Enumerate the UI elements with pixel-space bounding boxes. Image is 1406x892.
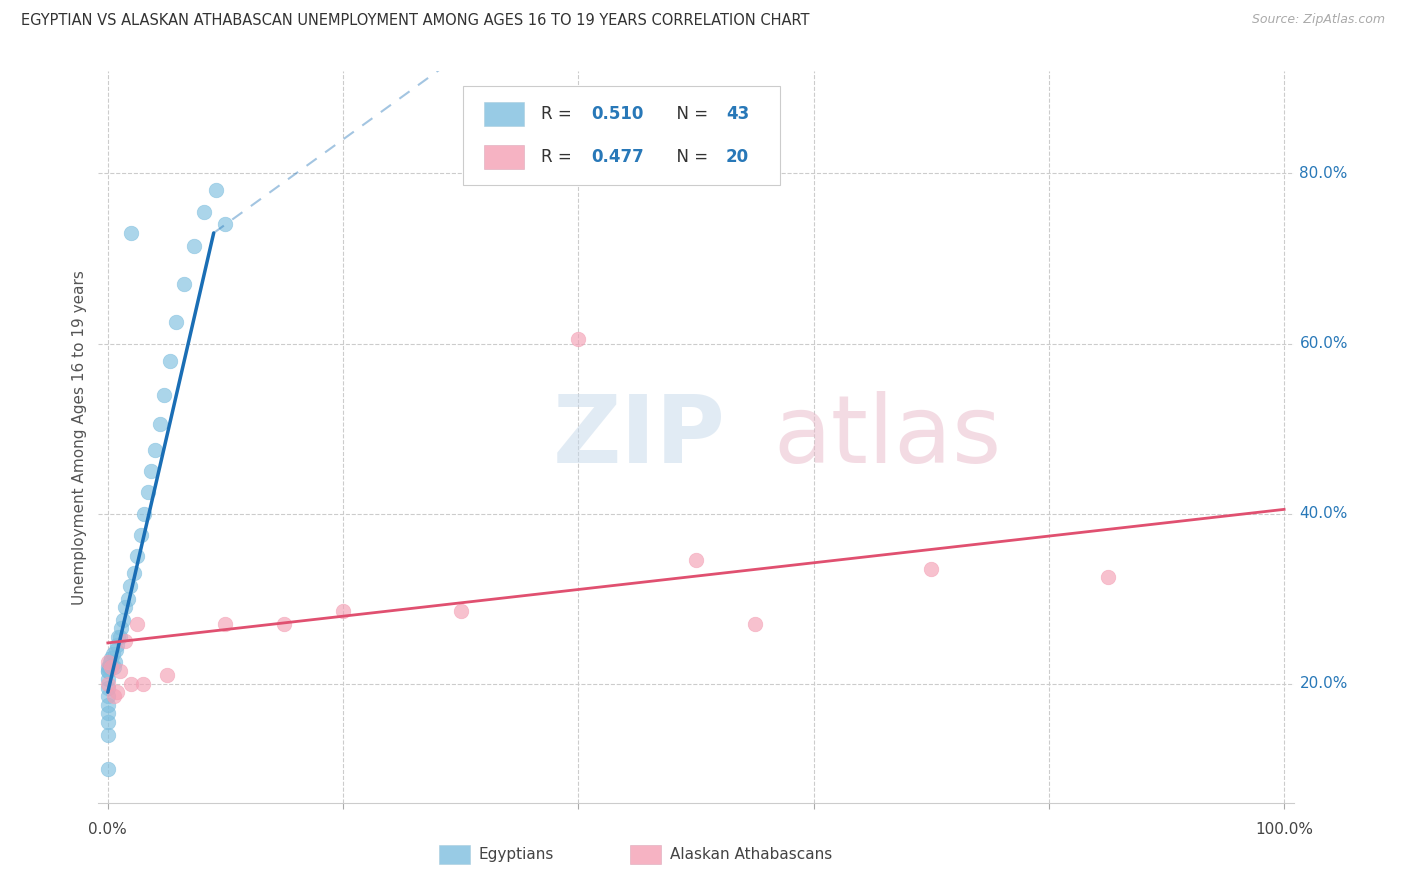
- Point: [101, 647, 124, 661]
- Point: [205, 183, 228, 197]
- Point: [567, 332, 589, 346]
- Point: [104, 656, 127, 670]
- FancyBboxPatch shape: [485, 102, 524, 126]
- Text: N =: N =: [666, 104, 713, 123]
- Point: [136, 485, 159, 500]
- Text: 0.0%: 0.0%: [89, 822, 127, 837]
- Point: [97, 659, 120, 673]
- Point: [120, 579, 142, 593]
- Y-axis label: Unemployment Among Ages 16 to 19 years: Unemployment Among Ages 16 to 19 years: [72, 269, 87, 605]
- Point: [105, 685, 128, 699]
- Point: [153, 387, 176, 401]
- Point: [117, 591, 139, 606]
- Point: [97, 673, 120, 687]
- Point: [98, 659, 121, 673]
- Point: [1097, 570, 1119, 584]
- Text: N =: N =: [666, 148, 713, 166]
- Point: [97, 690, 120, 704]
- Point: [105, 639, 128, 653]
- Point: [134, 507, 156, 521]
- Point: [273, 617, 295, 632]
- Text: 0.477: 0.477: [591, 148, 644, 166]
- Point: [132, 677, 155, 691]
- Point: [122, 566, 145, 581]
- Point: [114, 634, 136, 648]
- FancyBboxPatch shape: [463, 86, 779, 185]
- Point: [920, 562, 942, 576]
- Text: 0.510: 0.510: [591, 104, 643, 123]
- Point: [165, 315, 187, 329]
- Point: [685, 553, 707, 567]
- Point: [97, 698, 120, 712]
- Point: [114, 600, 136, 615]
- FancyBboxPatch shape: [439, 846, 470, 864]
- Text: 40.0%: 40.0%: [1299, 506, 1348, 521]
- Point: [450, 604, 472, 618]
- Point: [129, 528, 152, 542]
- Point: [100, 651, 122, 665]
- Point: [744, 617, 766, 632]
- Point: [97, 714, 120, 729]
- Point: [108, 630, 131, 644]
- Point: [97, 656, 120, 670]
- Point: [98, 656, 121, 670]
- Text: R =: R =: [540, 104, 576, 123]
- Point: [97, 664, 120, 678]
- Text: 20: 20: [725, 148, 749, 166]
- Text: EGYPTIAN VS ALASKAN ATHABASCAN UNEMPLOYMENT AMONG AGES 16 TO 19 YEARS CORRELATIO: EGYPTIAN VS ALASKAN ATHABASCAN UNEMPLOYM…: [21, 13, 810, 29]
- Point: [110, 622, 132, 636]
- Point: [97, 762, 120, 776]
- Point: [97, 677, 120, 691]
- Text: 60.0%: 60.0%: [1299, 336, 1348, 351]
- Point: [127, 617, 149, 632]
- Point: [183, 238, 205, 252]
- Point: [97, 728, 120, 742]
- Text: 80.0%: 80.0%: [1299, 166, 1348, 181]
- Text: Egyptians: Egyptians: [478, 847, 554, 863]
- Text: ZIP: ZIP: [553, 391, 725, 483]
- Point: [214, 617, 236, 632]
- Point: [103, 690, 125, 704]
- Point: [156, 668, 179, 682]
- Text: Source: ZipAtlas.com: Source: ZipAtlas.com: [1251, 13, 1385, 27]
- Point: [103, 659, 125, 673]
- Point: [159, 353, 181, 368]
- Point: [173, 277, 195, 291]
- Point: [112, 613, 135, 627]
- Point: [97, 681, 120, 695]
- Point: [332, 604, 354, 618]
- Point: [143, 442, 166, 457]
- FancyBboxPatch shape: [485, 145, 524, 169]
- Point: [127, 549, 149, 563]
- Point: [214, 218, 236, 232]
- Point: [193, 204, 215, 219]
- Point: [120, 677, 142, 691]
- Text: 43: 43: [725, 104, 749, 123]
- Text: 20.0%: 20.0%: [1299, 676, 1348, 691]
- Point: [100, 659, 122, 673]
- Point: [107, 630, 129, 644]
- Text: 100.0%: 100.0%: [1256, 822, 1313, 837]
- Text: R =: R =: [540, 148, 576, 166]
- Point: [108, 664, 131, 678]
- FancyBboxPatch shape: [630, 846, 661, 864]
- Point: [97, 664, 120, 678]
- Text: Alaskan Athabascans: Alaskan Athabascans: [669, 847, 832, 863]
- Point: [141, 464, 163, 478]
- Point: [105, 642, 128, 657]
- Point: [120, 226, 142, 240]
- Text: atlas: atlas: [773, 391, 1002, 483]
- Point: [97, 706, 120, 721]
- Point: [149, 417, 172, 432]
